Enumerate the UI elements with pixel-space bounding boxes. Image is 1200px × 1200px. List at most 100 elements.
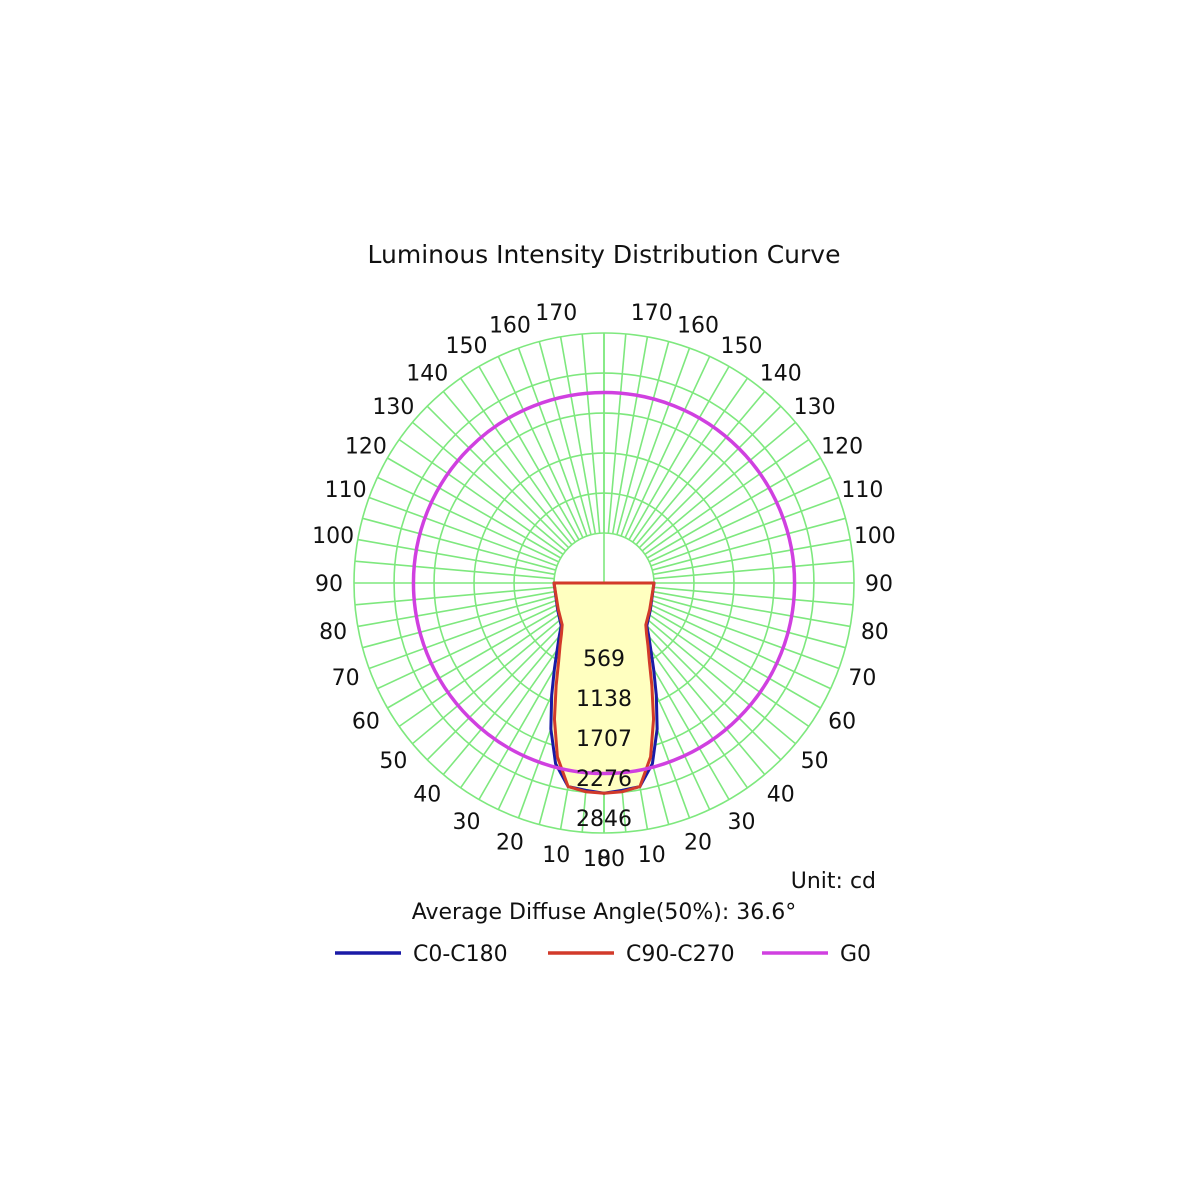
legend-label: G0: [840, 942, 871, 967]
angle-tick-label: 130: [794, 395, 836, 420]
grid-spoke: [650, 599, 840, 670]
grid-spoke: [497, 356, 584, 539]
grid-spoke: [635, 390, 766, 546]
angle-tick-label: 160: [677, 314, 719, 339]
angle-tick-label: 70: [332, 666, 360, 691]
grid-spoke: [620, 347, 691, 537]
grid-spoke: [426, 617, 570, 761]
series-lines: [411, 390, 797, 795]
grid-spoke: [442, 620, 573, 776]
radial-tick-label: 569: [583, 647, 625, 672]
angle-tick-label: 40: [413, 783, 441, 808]
grid-spoke: [387, 607, 562, 709]
grid-spoke: [362, 517, 556, 571]
grid-spoke: [362, 595, 556, 649]
angle-tick-label: 30: [453, 810, 481, 835]
radial-tick-label: 2846: [576, 807, 632, 832]
angle-tick-label: 60: [352, 710, 380, 735]
angle-tick-label: 90: [865, 572, 893, 597]
grid-spoke: [538, 341, 592, 535]
intensity-fill-area: [550, 583, 658, 794]
grid-spoke: [653, 538, 851, 576]
grid-spoke: [653, 590, 851, 628]
angle-tick-label: 100: [312, 524, 354, 549]
grid-spoke: [354, 560, 555, 580]
grid-spoke: [653, 560, 854, 580]
grid-spoke: [387, 457, 562, 559]
radial-tick-label: 2276: [576, 767, 632, 792]
series-line-c90-c270: [552, 581, 656, 795]
angle-tick-label: 20: [684, 830, 712, 855]
grid-spoke: [411, 421, 567, 552]
angle-tick-label: 140: [406, 361, 448, 386]
grid-spoke: [648, 476, 831, 563]
grid-spoke: [638, 405, 782, 549]
grid-spoke: [442, 390, 573, 546]
radial-tick-label: 1138: [576, 687, 632, 712]
radial-tick-labels: 569 1138 1707 2276 2846: [576, 647, 632, 832]
angle-tick-label: 120: [345, 435, 387, 460]
angle-tick-label: 80: [319, 620, 347, 645]
grid-spoke: [646, 607, 821, 709]
grid-spoke: [459, 377, 576, 543]
average-diffuse-angle: Average Diffuse Angle(50%): 36.6°: [412, 900, 797, 925]
angle-tick-label: 80: [861, 620, 889, 645]
grid-spoke: [652, 517, 846, 571]
radial-tick-label: 1707: [576, 727, 632, 752]
intensity-fill: [550, 583, 658, 794]
grid-spoke: [559, 336, 597, 534]
grid-spoke: [368, 496, 558, 567]
grid-spoke: [648, 603, 831, 690]
angle-tick-label: 10: [542, 843, 570, 868]
angle-tick-label: 60: [828, 710, 856, 735]
grid-spoke: [377, 476, 560, 563]
angle-tick-label: 170: [535, 301, 577, 326]
grid-spoke: [357, 538, 555, 576]
unit-label: Unit: cd: [791, 869, 876, 894]
angle-tick-label: 180: [583, 847, 625, 872]
grid-spoke: [638, 617, 782, 761]
angle-tick-label: 50: [379, 749, 407, 774]
grid-spoke: [652, 595, 846, 649]
grid-spoke: [644, 611, 810, 728]
angle-tick-label: 0: [597, 847, 611, 872]
grid-spoke: [377, 603, 560, 690]
grid-spoke: [632, 377, 749, 543]
angle-tick-label: 70: [848, 666, 876, 691]
grid-spoke: [581, 333, 601, 534]
grid-ring: [353, 332, 855, 834]
angle-tick-label: 10: [638, 843, 666, 868]
angle-tick-label: 150: [721, 334, 763, 359]
angle-tick-label: 30: [728, 810, 756, 835]
grid-spoke: [607, 333, 627, 534]
grid-spoke: [368, 599, 558, 670]
grid-spoke: [411, 614, 567, 745]
angle-tick-label: 90: [315, 572, 343, 597]
angle-tick-label: 140: [760, 361, 802, 386]
angle-tick-label: 110: [841, 478, 883, 503]
grid-spoke: [624, 356, 711, 539]
legend: C0-C180 C90-C270 G0: [335, 942, 871, 967]
angle-tick-label: 120: [821, 435, 863, 460]
grid-spoke: [354, 586, 555, 606]
grid-spoke: [650, 496, 840, 567]
grid-spoke: [628, 366, 730, 541]
grid-spoke: [357, 590, 555, 628]
grid-spoke: [641, 421, 797, 552]
angle-tick-label: 20: [496, 830, 524, 855]
angle-tick-label: 110: [325, 478, 367, 503]
legend-label: C90-C270: [626, 942, 735, 967]
grid-spoke: [611, 336, 649, 534]
angle-tick-label: 50: [801, 749, 829, 774]
angle-tick-label: 170: [631, 301, 673, 326]
grid-spoke: [644, 438, 810, 555]
grid-spoke: [398, 438, 564, 555]
grid-spoke: [426, 405, 570, 549]
grid-spoke: [641, 614, 797, 745]
grid-spoke: [517, 347, 588, 537]
legend-label: C0-C180: [413, 942, 508, 967]
angle-tick-label: 40: [767, 783, 795, 808]
grid-spoke: [398, 611, 564, 728]
